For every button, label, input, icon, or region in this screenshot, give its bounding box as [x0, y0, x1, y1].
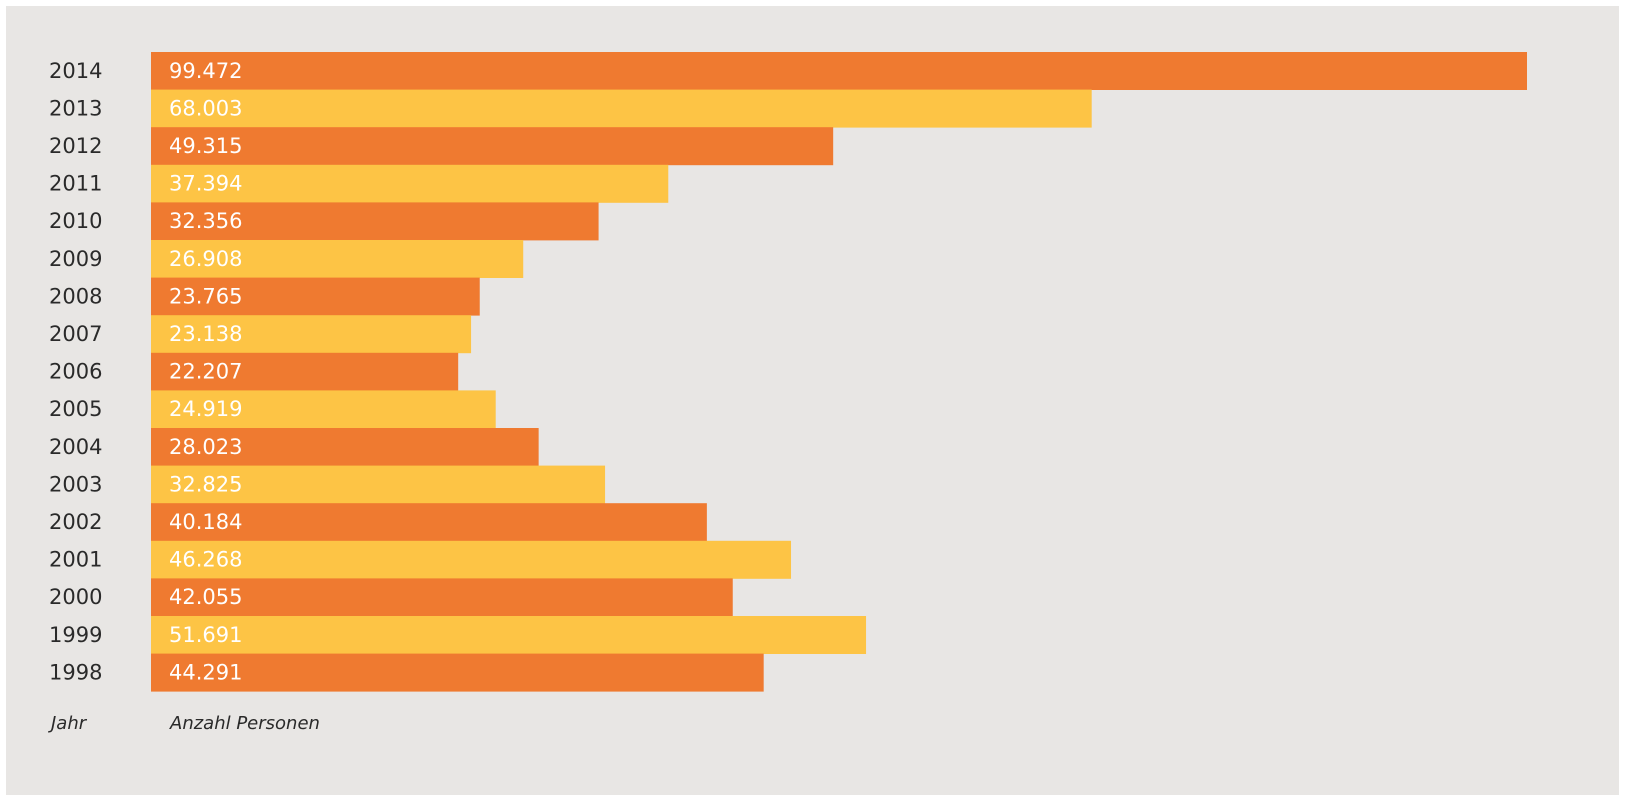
year-label-2002: 2002 — [49, 510, 102, 534]
value-label-2007: 23.138 — [169, 322, 242, 346]
value-label-2001: 46.268 — [169, 548, 242, 572]
value-label-2010: 32.356 — [169, 209, 242, 233]
year-label-2006: 2006 — [49, 360, 102, 384]
bar-2005 — [151, 390, 496, 429]
value-label-2011: 37.394 — [169, 172, 242, 196]
x-axis-label: Anzahl Personen — [169, 713, 320, 734]
bar-2007 — [151, 315, 472, 354]
year-label-1998: 1998 — [49, 660, 102, 684]
bar-2011 — [151, 164, 669, 203]
bar-chart: 2014 2013 2012 2011 2010 2009 2008 2007 2006 2005… — [48, 52, 1527, 734]
value-label-2002: 40.184 — [169, 510, 242, 534]
bar-2013 — [151, 89, 1092, 128]
value-label-2012: 49.315 — [169, 134, 242, 158]
year-label-2009: 2009 — [49, 247, 102, 271]
bar-2008 — [151, 277, 480, 316]
year-label-1999: 1999 — [49, 623, 102, 647]
value-label-2014: 99.472 — [169, 59, 242, 83]
value-label-2005: 24.919 — [169, 397, 242, 421]
value-label-1998: 44.291 — [169, 660, 242, 684]
year-label-2005: 2005 — [49, 397, 102, 421]
bar-2012 — [151, 127, 834, 166]
year-labels-group: 2014 2013 2012 2011 2010 2009 2008 2007 2006 2005… — [49, 59, 102, 685]
bar-2006 — [151, 352, 459, 391]
bar-2003 — [151, 465, 606, 504]
value-label-2013: 68.003 — [169, 96, 242, 120]
bar-2000 — [151, 578, 733, 617]
value-labels-group: 99.472 68.003 49.315 37.394 32.356 26.908 23.7… — [169, 59, 242, 685]
value-label-2004: 28.023 — [169, 435, 242, 459]
bar-2009 — [151, 240, 524, 278]
year-label-2004: 2004 — [49, 435, 102, 459]
bar-1999 — [151, 616, 867, 654]
value-label-2000: 42.055 — [169, 585, 242, 609]
year-label-2001: 2001 — [49, 548, 102, 572]
bar-2010 — [151, 202, 599, 241]
value-label-2003: 32.825 — [169, 472, 242, 496]
year-label-2013: 2013 — [49, 96, 102, 120]
bar-1998 — [151, 653, 764, 692]
bar-2001 — [151, 540, 792, 579]
bar-2002 — [151, 503, 707, 542]
value-label-2006: 22.207 — [169, 360, 242, 384]
value-label-2009: 26.908 — [169, 247, 242, 271]
value-label-2008: 23.765 — [169, 284, 242, 308]
bar-2004 — [151, 428, 539, 466]
year-label-2014: 2014 — [49, 59, 102, 83]
chart-panel: 2014 2013 2012 2011 2010 2009 2008 2007 2006 2005… — [6, 6, 1619, 795]
year-label-2008: 2008 — [49, 284, 102, 308]
year-label-2010: 2010 — [49, 209, 102, 233]
year-label-2007: 2007 — [49, 322, 102, 346]
y-axis-label: Jahr — [48, 713, 88, 734]
year-label-2011: 2011 — [49, 172, 102, 196]
year-label-2003: 2003 — [49, 472, 102, 496]
year-label-2000: 2000 — [49, 585, 102, 609]
bars-group — [151, 52, 1527, 692]
bar-2014 — [151, 52, 1527, 90]
value-label-1999: 51.691 — [169, 623, 242, 647]
year-label-2012: 2012 — [49, 134, 102, 158]
